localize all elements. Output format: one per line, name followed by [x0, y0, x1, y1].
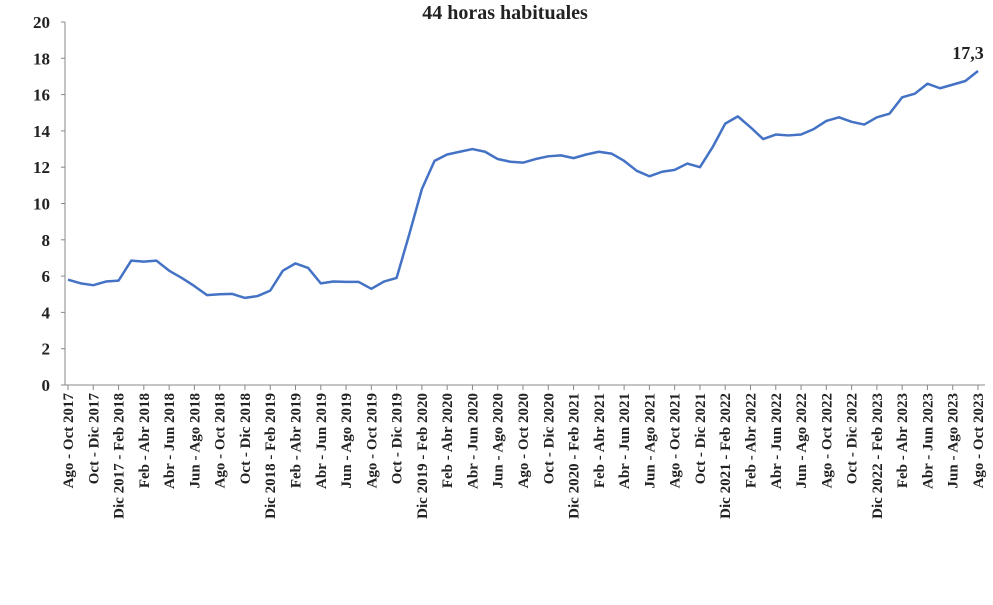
x-tick-label: Jun - Ago 2018 — [187, 393, 203, 488]
chart-title: 44 horas habituales — [422, 2, 588, 24]
x-tick-label: Feb - Abr 2020 — [440, 393, 456, 488]
y-tick-label: 8 — [42, 231, 51, 250]
x-tick-label: Oct - Dic 2018 — [238, 393, 254, 484]
y-tick-label: 14 — [33, 122, 51, 141]
y-tick-label: 6 — [42, 267, 51, 286]
x-tick-label: Jun - Ago 2020 — [491, 393, 507, 488]
x-tick-label: Oct - Dic 2019 — [390, 393, 406, 484]
x-tick-label: Jun - Ago 2023 — [946, 393, 962, 488]
x-tick-label: Ago - Oct 2017 — [61, 393, 77, 489]
x-tick-label: Feb - Abr 2018 — [137, 393, 153, 488]
x-tick-label: Feb - Abr 2022 — [744, 393, 760, 488]
x-tick-label: Abr - Jun 2023 — [920, 393, 936, 489]
x-tick-label: Jun - Ago 2021 — [642, 393, 658, 488]
x-tick-label: Feb - Abr 2023 — [895, 393, 911, 488]
y-tick-label: 2 — [42, 340, 51, 359]
x-tick-label: Abr - Jun 2018 — [162, 393, 178, 489]
x-tick-label: Abr - Jun 2022 — [769, 393, 785, 489]
x-tick-label: Ago - Oct 2019 — [364, 393, 380, 488]
x-tick-label: Dic 2019 - Feb 2020 — [415, 393, 431, 519]
x-tick-label: Dic 2021 - Feb 2022 — [718, 393, 734, 519]
x-tick-label: Jun - Ago 2019 — [339, 393, 355, 488]
y-tick-label: 4 — [42, 303, 51, 322]
x-tick-label: Feb - Abr 2021 — [592, 393, 608, 488]
x-tick-label: Ago - Oct 2021 — [668, 393, 684, 488]
x-tick-label: Ago - Oct 2022 — [819, 393, 835, 488]
x-tick-label: Ago - Oct 2018 — [213, 393, 229, 488]
series-line — [67, 70, 979, 300]
y-tick-label: 0 — [42, 376, 51, 395]
x-tick-label: Dic 2017 - Feb 2018 — [112, 393, 128, 519]
x-tick-label: Oct - Dic 2021 — [693, 393, 709, 484]
x-tick-label: Oct - Dic 2020 — [541, 393, 557, 484]
y-tick-label: 16 — [33, 86, 50, 105]
y-tick-label: 10 — [33, 195, 50, 214]
x-tick-label: Jun - Ago 2022 — [794, 393, 810, 488]
x-tick-label: Abr - Jun 2020 — [465, 393, 481, 489]
x-tick-label: Ago - Oct 2020 — [516, 393, 532, 488]
x-tick-label: Feb - Abr 2019 — [289, 393, 305, 488]
x-tick-label: Abr - Jun 2021 — [617, 393, 633, 489]
y-tick-label: 18 — [33, 49, 50, 68]
y-tick-label: 12 — [33, 158, 50, 177]
x-tick-label: Ago - Oct 2023 — [971, 393, 987, 488]
x-tick-label: Oct - Dic 2017 — [86, 393, 102, 485]
x-tick-label: Abr - Jun 2019 — [314, 393, 330, 489]
x-tick-label: Dic 2018 - Feb 2019 — [263, 393, 279, 519]
x-tick-label: Oct - Dic 2022 — [845, 393, 861, 484]
x-tick-label: Dic 2020 - Feb 2021 — [567, 393, 583, 519]
x-tick-label: Dic 2022 - Feb 2023 — [870, 393, 886, 519]
y-tick-label: 20 — [33, 13, 50, 32]
data-label: 17,3 — [952, 43, 984, 63]
